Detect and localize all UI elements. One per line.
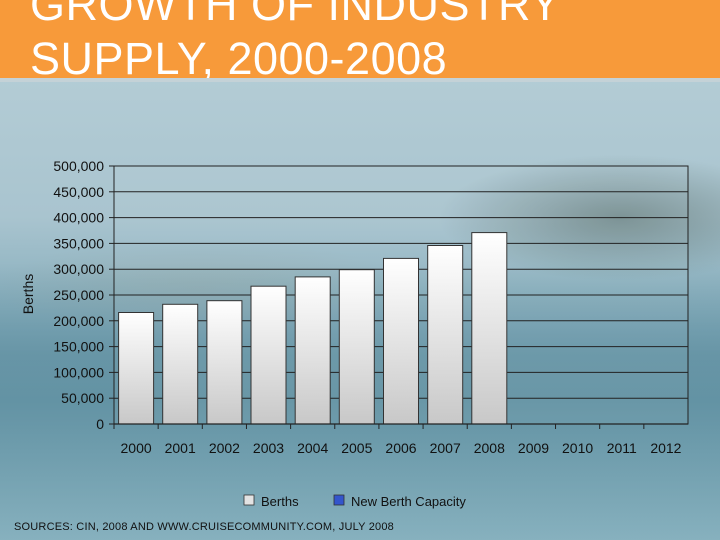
title-banner: GROWTH OF INDUSTRY SUPPLY, 2000-2008 [0,0,720,78]
y-axis-ticks: 500,000 450,000 400,000 350,000 300,000 250,0… [53,158,114,432]
y-tick-label: 200,000 [53,313,104,329]
y-tick-label: 500,000 [53,158,104,174]
x-tick-label: 2008 [474,440,505,456]
source-footnote: SOURCES: CIN, 2008 AND WWW.CRUISECOMMUNI… [14,521,394,533]
y-tick-label: 350,000 [53,235,104,251]
y-tick-label: 150,000 [53,339,104,355]
x-tick-label: 2002 [209,440,240,456]
y-tick-label: 0 [96,416,104,432]
bar-berths-2004 [294,276,331,425]
bar-berths-2008 [471,232,508,425]
y-axis-title: Berths [20,274,36,314]
x-tick-label: 2007 [430,440,461,456]
legend: Berths New Berth Capacity [243,494,466,509]
legend-swatch-new-capacity [333,494,345,506]
bar-berths-2006 [383,257,419,425]
y-tick-label: 450,000 [53,184,104,200]
x-axis-ticks: 2000 2001 2002 2003 2004 2005 2006 2007 2008 2009… [113,423,688,456]
bar-berths-2007 [427,245,464,425]
x-tick-label: 2003 [253,440,284,456]
x-tick-label: 2011 [607,440,637,456]
y-tick-label: 250,000 [53,287,104,303]
legend-label-new-capacity: New Berth Capacity [351,494,466,509]
x-tick-label: 2012 [650,440,681,456]
x-tick-label: 2004 [297,440,328,456]
bar-berths-2000 [118,312,155,425]
y-tick-label: 400,000 [53,210,104,226]
legend-label-berths: Berths [261,494,299,509]
legend-swatch-berths [243,494,255,506]
x-tick-label: 2000 [121,440,152,456]
bar-berths-2003 [250,285,287,425]
x-tick-label: 2009 [518,440,549,456]
x-tick-label: 2010 [562,440,593,456]
slide-title-line-1: GROWTH OF INDUSTRY [30,0,561,30]
bar-berths-2005 [338,269,375,425]
bar-berths-2001 [162,303,199,425]
banner-divider [0,78,720,82]
y-tick-label: 300,000 [53,261,104,277]
x-tick-label: 2006 [385,440,416,456]
bar-berths-2002 [206,300,243,425]
y-tick-label: 50,000 [61,390,104,406]
y-tick-label: 100,000 [53,364,104,380]
slide-title-line-2: SUPPLY, 2000-2008 [30,33,448,78]
x-tick-label: 2001 [165,440,196,456]
x-tick-label: 2005 [341,440,372,456]
